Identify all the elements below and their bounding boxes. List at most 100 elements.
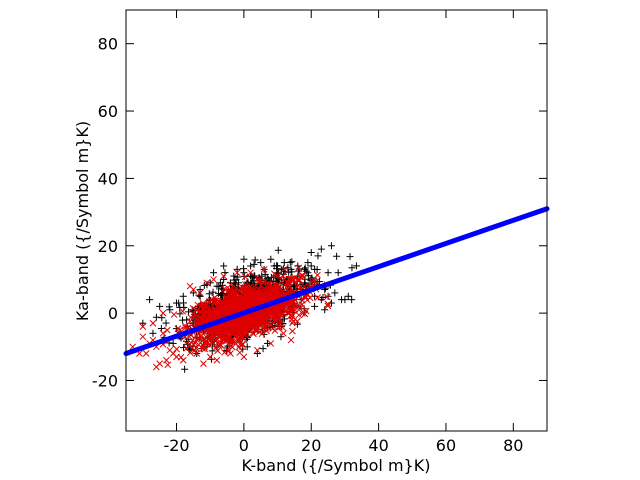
data-point-plus (259, 345, 267, 353)
y-tick-label: 20 (98, 237, 118, 256)
data-point-plus (185, 308, 193, 316)
data-point-plus (139, 319, 147, 327)
data-point-cross (216, 327, 224, 335)
data-point-cross (159, 309, 167, 317)
x-tick-label: 60 (436, 436, 456, 455)
data-point-cross (264, 291, 272, 299)
y-tick-label: 40 (98, 169, 118, 188)
data-point-plus (240, 265, 248, 273)
data-point-plus (166, 306, 174, 314)
data-point-cross (231, 338, 238, 345)
data-point-cross (253, 346, 261, 354)
plot-frame (125, 9, 548, 432)
data-point-cross (288, 306, 296, 314)
data-point-cross (270, 291, 277, 299)
data-point-cross (256, 286, 263, 293)
data-point-cross (247, 319, 255, 327)
data-point-cross (209, 327, 216, 335)
data-point-plus (319, 293, 327, 301)
data-point-cross (295, 277, 302, 285)
data-point-plus (344, 292, 352, 300)
data-point-cross (247, 294, 255, 302)
data-point-plus (321, 306, 329, 314)
data-point-cross (324, 300, 332, 308)
data-point-plus (251, 256, 259, 264)
data-point-plus (207, 355, 215, 363)
data-point-cross (324, 302, 332, 310)
data-point-cross (211, 299, 219, 307)
data-point-cross (186, 318, 194, 325)
data-point-plus (311, 302, 319, 310)
data-point-cross (222, 293, 230, 301)
data-point-plus (346, 253, 354, 261)
data-point-cross (264, 294, 272, 302)
data-point-cross (262, 324, 270, 332)
data-point-plus (331, 289, 339, 297)
data-point-cross (249, 298, 256, 305)
data-point-cross (259, 279, 267, 286)
data-point-plus (189, 289, 197, 297)
data-point-cross (314, 294, 321, 301)
data-point-plus (196, 292, 204, 300)
data-point-plus (247, 262, 255, 270)
data-point-plus (313, 266, 321, 274)
data-point-cross (279, 272, 287, 280)
y-tick-label: -20 (92, 371, 118, 390)
data-point-cross (295, 311, 303, 319)
fit-line (123, 206, 550, 357)
data-point-plus (327, 242, 335, 250)
data-point-cross (296, 305, 304, 313)
data-point-plus (179, 292, 187, 300)
red-cross-series (129, 264, 332, 371)
data-point-plus (253, 350, 261, 358)
data-point-cross (233, 269, 241, 277)
data-point-plus (317, 245, 325, 253)
data-point-cross (174, 325, 182, 332)
data-point-plus (208, 347, 216, 355)
data-point-cross (226, 288, 233, 296)
data-point-cross (252, 293, 260, 301)
data-point-plus (307, 248, 315, 256)
data-point-plus (220, 275, 228, 283)
data-point-plus (304, 259, 312, 267)
x-tick-label: -20 (163, 436, 189, 455)
data-point-cross (227, 281, 234, 289)
data-point-plus (301, 264, 309, 272)
data-point-cross (238, 283, 246, 291)
data-point-cross (272, 288, 280, 296)
data-point-plus (305, 272, 313, 280)
data-point-plus (348, 264, 356, 272)
data-point-cross (217, 341, 225, 349)
data-point-cross (314, 271, 321, 279)
x-tick-label: 80 (503, 436, 523, 455)
data-point-cross (219, 300, 226, 308)
data-point-plus (324, 269, 332, 277)
data-point-cross (190, 286, 197, 293)
data-point-plus (209, 288, 217, 296)
data-point-plus (181, 365, 189, 373)
data-point-cross (293, 317, 301, 325)
data-point-cross (276, 315, 283, 322)
data-point-cross (299, 310, 306, 317)
data-point-cross (142, 350, 150, 357)
data-point-plus (158, 314, 166, 322)
data-point-cross (203, 327, 211, 335)
data-point-cross (295, 264, 303, 272)
data-point-cross (152, 363, 160, 371)
data-point-cross (221, 349, 228, 356)
data-point-cross (240, 284, 248, 292)
data-point-cross (267, 340, 275, 347)
y-tick-label: 60 (98, 102, 118, 121)
data-point-cross (260, 319, 267, 327)
data-point-cross (235, 327, 243, 335)
data-point-plus (165, 303, 173, 311)
data-point-cross (323, 293, 331, 301)
data-point-plus (146, 296, 154, 304)
data-point-plus (175, 299, 183, 307)
data-point-cross (301, 282, 308, 290)
data-point-cross (299, 272, 306, 280)
data-point-plus (267, 255, 275, 263)
data-point-cross (230, 304, 238, 312)
data-point-plus (257, 259, 265, 267)
data-point-cross (238, 300, 246, 308)
